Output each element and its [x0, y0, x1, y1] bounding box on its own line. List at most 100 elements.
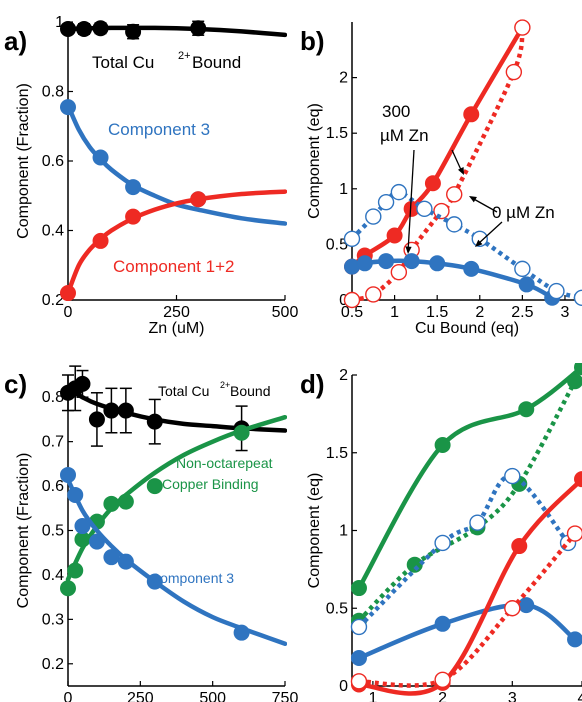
annotation-label: Component 3 [108, 120, 210, 139]
red-solid-curve [349, 25, 525, 269]
red-open-point [350, 673, 368, 690]
blue-point [88, 533, 105, 550]
pointer-arrow [451, 149, 463, 173]
blue-solid-curve [356, 602, 578, 661]
blue-point [403, 253, 420, 270]
blue-point [378, 253, 395, 270]
black-point [88, 411, 105, 428]
annotation-label: Component 1+2 [113, 257, 234, 276]
black-point [125, 23, 142, 40]
green-point [60, 580, 76, 597]
blue-point [74, 518, 91, 535]
x-tick-label: 2 [475, 304, 484, 321]
y-tick-label: 0.7 [42, 434, 64, 451]
green-point [518, 401, 535, 418]
black-point [117, 402, 134, 419]
blue-open-point [377, 193, 395, 211]
y-axis-label: Component (eq) [306, 103, 323, 219]
annotation-label: Bound [192, 53, 241, 72]
blue-point [125, 179, 142, 196]
arrow-head [457, 167, 464, 175]
x-axis-label: Cu Bound (eq) [415, 320, 519, 337]
red-open-point [566, 525, 582, 542]
red-solid-curve [356, 476, 582, 696]
black-point [76, 20, 93, 37]
annotation-label: µM Zn [380, 126, 429, 145]
blue-point [434, 615, 451, 632]
green-fit-curve [65, 414, 287, 582]
blue-point [463, 260, 480, 277]
x-tick-label: 1 [368, 690, 377, 702]
panel-letter: a) [4, 26, 27, 56]
blue-open-point [471, 230, 488, 248]
blue-point [567, 631, 582, 648]
blue-point [518, 276, 535, 293]
green-point [146, 478, 163, 495]
arrow-head [475, 239, 483, 247]
y-tick-label: 0.4 [42, 223, 64, 240]
y-tick-label: 0.6 [42, 153, 64, 170]
red-point [386, 227, 403, 244]
blue-point [233, 624, 250, 641]
blue-open-point [416, 200, 433, 218]
y-tick-label: 0.2 [42, 292, 64, 309]
data-layer [343, 19, 582, 309]
pointer-arrow [407, 149, 415, 253]
red-point [190, 191, 207, 208]
red-point [60, 285, 76, 302]
panel-letter: b) [300, 26, 325, 56]
green-point [350, 580, 367, 597]
blue-dotted-curve [357, 473, 570, 629]
black-point [103, 402, 120, 419]
annotation-label: 2+ [220, 380, 230, 390]
y-tick-label: 0.2 [42, 656, 64, 673]
x-tick-label: 4 [578, 690, 582, 702]
red-point [424, 175, 441, 192]
arrow-head [405, 246, 412, 254]
green-point [67, 562, 84, 579]
x-tick-label: 3 [561, 304, 570, 321]
pointer-arrow [471, 197, 498, 213]
green-point [434, 436, 451, 453]
red-open-point [505, 63, 523, 81]
annotation-label: 2+ [178, 50, 191, 62]
blue-open-point [469, 514, 486, 531]
x-tick-label: 3 [508, 690, 517, 702]
green-point [74, 531, 91, 548]
green-point [567, 373, 582, 390]
annotation-label: Non-octarepeat [176, 455, 273, 471]
green-point [117, 493, 134, 510]
annotation-label: Component 3 [150, 570, 234, 586]
blue-open-point [504, 467, 521, 485]
y-tick-label: 1 [339, 523, 348, 540]
y-tick-label: 1.5 [326, 445, 348, 462]
green-point [233, 424, 250, 441]
x-tick-label: 0 [64, 304, 73, 321]
x-tick-label: 0 [64, 690, 73, 702]
y-tick-label: 0.6 [42, 478, 64, 495]
annotation-label: Copper Binding [162, 476, 259, 492]
pointer-arrow [477, 221, 503, 245]
y-tick-label: 0.3 [42, 611, 64, 628]
x-tick-label: 2 [438, 690, 447, 702]
black-point [146, 413, 163, 430]
blue-open-point [390, 183, 408, 201]
blue-point [67, 486, 84, 503]
data-layer [350, 363, 582, 696]
annotation-label: 300 [382, 102, 410, 121]
x-tick-label: 1 [390, 304, 399, 321]
x-tick-label: 1.5 [426, 304, 448, 321]
blue-open-point [573, 289, 582, 306]
red-open-point [504, 600, 521, 617]
blue-open-point [350, 618, 368, 636]
blue-fit-curve [65, 477, 287, 647]
red-open-point [390, 264, 408, 281]
x-tick-label: 750 [272, 690, 299, 702]
y-axis-label: Component (Fraction) [15, 453, 32, 609]
y-tick-label: 0.5 [326, 600, 348, 617]
x-tick-label: 2.5 [511, 304, 533, 321]
blue-point [350, 650, 367, 667]
blue-point [60, 99, 76, 116]
